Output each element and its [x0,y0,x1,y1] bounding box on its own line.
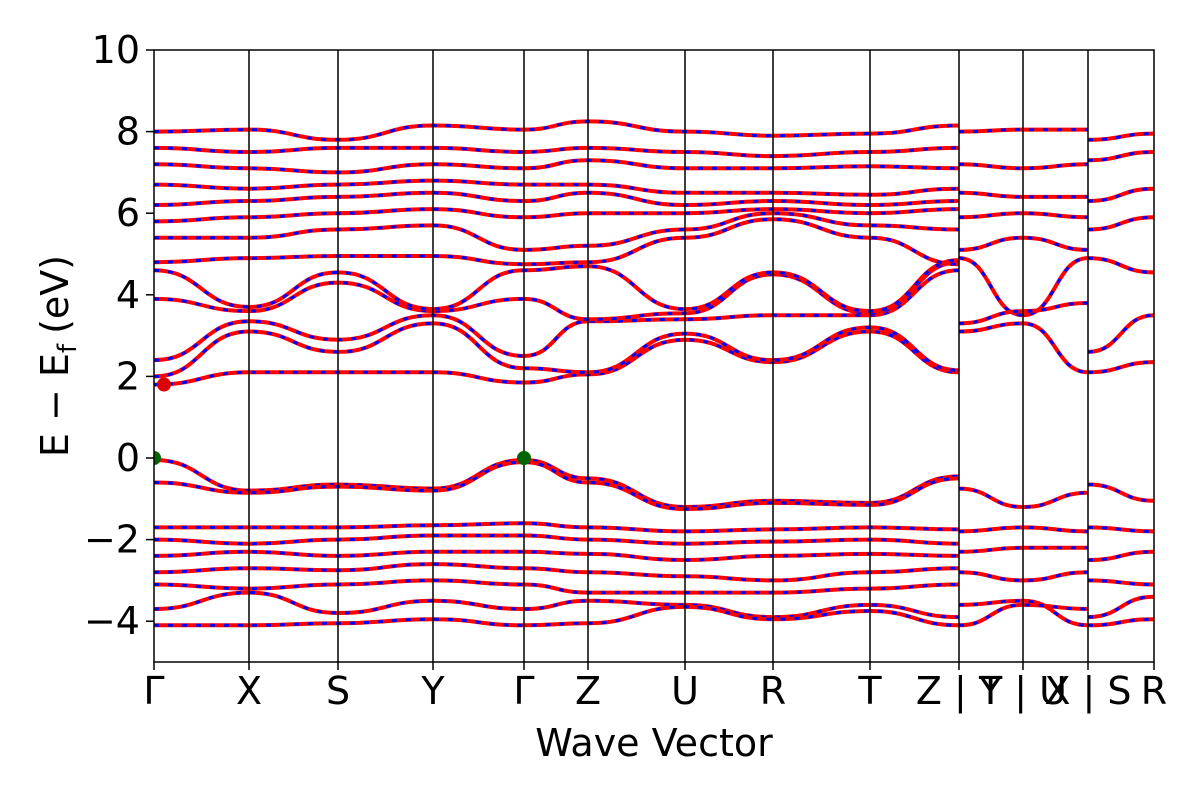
kpoint-lines-layer [248,50,1089,662]
y-axis-label-unit: (eV) [33,255,77,334]
x-tick-label: R [760,669,786,713]
band-line-red [154,590,960,620]
band-line-red [154,258,960,314]
y-tick-label: 2 [116,354,140,398]
band-line-blue [154,260,960,321]
band-line-blue [1087,150,1154,162]
band-line-blue [1087,483,1154,503]
svg-text:E − Ef(eV): E − Ef (eV) [33,255,83,457]
x-tick-label: X | S [1044,669,1131,714]
x-axis-label: Wave Vector [535,721,773,765]
band-line-red [154,460,960,512]
y-axis-label-sub: f [53,343,83,353]
band-line-red [154,521,960,534]
cbm-marker [157,377,171,392]
bands-layer [154,119,1154,628]
y-tick-label: 10 [92,28,140,72]
band-line-blue [154,207,960,223]
y-tick-label: 6 [116,191,140,235]
band-line-red [1087,313,1154,354]
x-tick-label: R [1141,669,1167,713]
x-tick-label: X [236,669,262,713]
band-line-blue [1087,132,1154,142]
band-line-blue [154,268,960,362]
band-line-red [1087,594,1154,620]
band-line-blue [1087,187,1154,203]
x-tick-label: T [857,669,882,713]
band-line-blue [958,599,1089,627]
y-tick-label: −4 [84,599,140,643]
markers-layer [154,377,531,465]
y-tick-label: 8 [116,110,140,154]
y-tick-label: 0 [116,436,140,480]
band-line-blue [958,321,1089,374]
band-line-blue [1087,360,1154,374]
band-line-blue [958,256,1089,317]
band-line-blue [1087,525,1154,533]
x-tick-label: Z | Y [916,669,1003,714]
y-axis: −4 −2 0 2 4 6 8 10 [84,28,154,643]
vbm-marker-2 [517,451,531,465]
band-line-blue [154,119,960,142]
y-axis-label: E − Ef (eV) [33,255,83,457]
band-line-red [154,178,960,197]
x-tick-label: Γ [513,669,534,713]
band-line-blue [154,605,960,627]
band-line-blue [154,458,960,509]
band-line-blue [154,562,960,582]
band-line-blue [1087,256,1154,274]
band-line-blue [154,158,960,174]
vbm-marker-1 [154,451,161,465]
x-tick-label: Γ [143,669,164,713]
band-line-blue [154,578,960,595]
band-line-red [154,533,960,546]
band-line-blue [154,146,960,158]
band-line-blue [154,329,960,387]
y-axis-label-main: E − E [33,353,77,457]
band-line-blue [1087,617,1154,627]
band-line-blue [154,321,960,378]
plot-frame [153,49,1155,663]
band-line-blue [154,191,960,207]
band-line-blue [154,217,960,266]
x-tick-label: U [671,669,699,713]
x-tick-label: S [326,669,350,713]
y-tick-label: −2 [84,518,140,562]
band-line-red [154,549,960,563]
band-line-blue [1087,215,1154,231]
band-line-blue [154,211,960,252]
x-tick-label: Y [420,669,445,713]
band-line-blue [1087,550,1154,562]
band-line-blue [1087,578,1154,586]
y-tick-label: 4 [116,273,140,317]
x-tick-label: Z [575,669,601,713]
x-tick-label: T | U [978,669,1067,714]
